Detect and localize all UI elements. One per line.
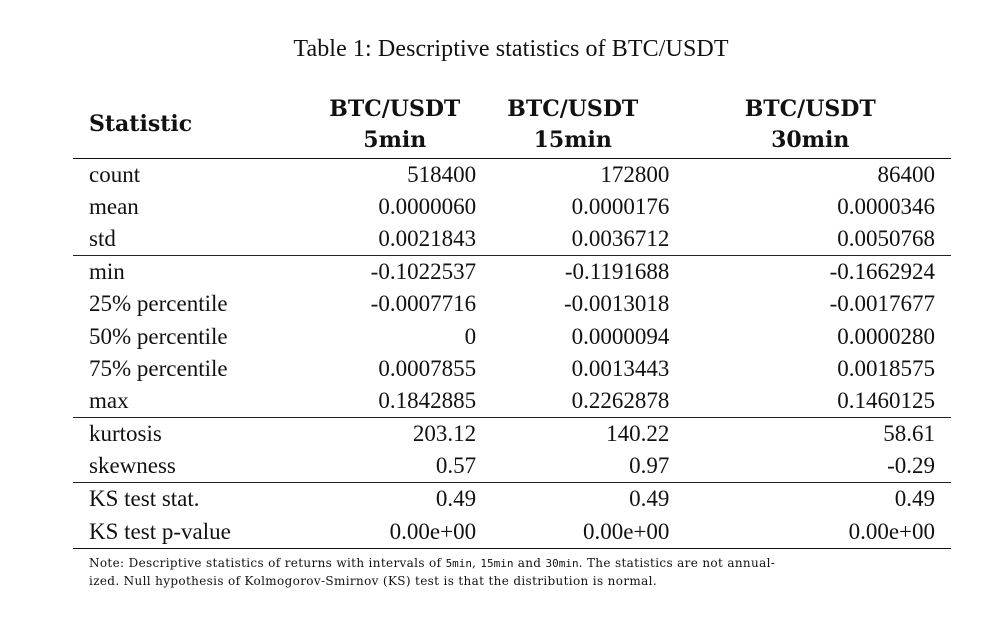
cell-15min: -0.1191688	[564, 259, 670, 285]
cell-30min: 0.0000280	[837, 323, 935, 349]
header-30min-interval: 30min	[771, 126, 850, 153]
cell-15min: 0.0036712	[476, 222, 670, 257]
row-label: 50% percentile	[89, 323, 228, 349]
header-statistic: Statistic	[73, 92, 314, 159]
cell-5min: 0.57	[313, 450, 477, 484]
cell-5min: 203.12	[412, 421, 477, 447]
table-header-row: Statistic BTC/USDT 5min BTC/USDT 15min B…	[73, 92, 951, 159]
note-interval-5min: 5min	[445, 557, 473, 570]
row-label: 75% percentile	[89, 355, 228, 381]
cell-5min: 0.00e+00	[313, 515, 477, 549]
note-line2: ized. Null hypothesis of Kolmogorov-Smir…	[89, 573, 657, 588]
cell-30min: -0.0017677	[829, 291, 935, 317]
cell-5min: -0.1022537	[370, 259, 477, 285]
row-label: kurtosis	[89, 421, 162, 447]
cell-15min: 0.0013443	[571, 355, 670, 381]
cell-5min: 0.0021843	[313, 222, 477, 257]
table-row: 50% percentile 0 0.0000094 0.0000280	[73, 320, 951, 352]
cell-30min: 58.61	[883, 421, 935, 447]
header-15min-pair: BTC/USDT	[507, 95, 639, 122]
cell-5min: 518400	[407, 161, 477, 187]
row-label: mean	[89, 193, 139, 219]
header-5min-pair: BTC/USDT	[329, 95, 461, 122]
header-15min: BTC/USDT 15min	[476, 92, 670, 159]
cell-30min: -0.1662924	[829, 259, 935, 285]
row-label: skewness	[73, 450, 314, 484]
cell-30min: 0.1460125	[669, 384, 951, 418]
cell-5min: 0.1842885	[313, 384, 477, 418]
note-suffix-line1: . The statistics are not annual-	[578, 556, 776, 570]
descriptive-statistics-table: Statistic BTC/USDT 5min BTC/USDT 15min B…	[73, 92, 951, 549]
table-row: kurtosis 203.12 140.22 58.61	[73, 418, 951, 451]
table-row: KS test p-value 0.00e+00 0.00e+00 0.00e+…	[73, 515, 951, 549]
header-statistic-label: Statistic	[89, 111, 193, 138]
table-row: std 0.0021843 0.0036712 0.0050768	[73, 222, 951, 257]
cell-30min: -0.29	[669, 450, 951, 484]
row-label: KS test stat.	[89, 486, 200, 512]
cell-15min: 0.2262878	[476, 384, 670, 418]
cell-30min: 0.49	[894, 486, 935, 512]
table-row: skewness 0.57 0.97 -0.29	[73, 450, 951, 484]
cell-30min: 0.00e+00	[669, 515, 951, 549]
table-row: mean 0.0000060 0.0000176 0.0000346	[73, 191, 951, 223]
note-sep1: ,	[472, 556, 481, 570]
header-30min-pair: BTC/USDT	[744, 95, 876, 122]
table-note: Note: Descriptive statistics of returns …	[89, 555, 939, 589]
cell-15min: 172800	[600, 161, 670, 187]
row-label: 25% percentile	[89, 291, 228, 317]
cell-15min: 0.0000176	[571, 193, 670, 219]
table-row: KS test stat. 0.49 0.49 0.49	[73, 483, 951, 516]
cell-5min: 0.49	[435, 486, 477, 512]
header-30min: BTC/USDT 30min	[669, 92, 951, 159]
header-5min: BTC/USDT 5min	[313, 92, 477, 159]
row-label: std	[73, 222, 314, 257]
cell-5min: -0.0007716	[370, 291, 477, 317]
row-label: KS test p-value	[73, 515, 314, 549]
table-caption: Table 1: Descriptive statistics of BTC/U…	[293, 36, 729, 62]
note-prefix: Note: Descriptive statistics of returns …	[89, 556, 446, 570]
cell-15min: 0.49	[629, 486, 670, 512]
note-interval-30min: 30min	[545, 557, 579, 570]
header-15min-interval: 15min	[533, 126, 612, 153]
cell-15min: 0.0000094	[571, 323, 670, 349]
note-sep2: and	[513, 556, 546, 570]
statistics-table-container: Statistic BTC/USDT 5min BTC/USDT 15min B…	[73, 92, 951, 549]
cell-5min: 0	[464, 323, 477, 349]
table-row: 75% percentile 0.0007855 0.0013443 0.001…	[73, 353, 951, 385]
cell-5min: 0.0007855	[378, 355, 477, 381]
table-row: max 0.1842885 0.2262878 0.1460125	[73, 384, 951, 418]
table-row: count 518400 172800 86400	[73, 158, 951, 191]
row-label: count	[89, 161, 141, 187]
cell-30min: 86400	[877, 161, 936, 187]
table-row: min -0.1022537 -0.1191688 -0.1662924	[73, 256, 951, 289]
cell-30min: 0.0018575	[837, 355, 935, 381]
header-5min-interval: 5min	[363, 126, 427, 153]
cell-30min: 0.0000346	[837, 193, 935, 219]
cell-15min: 0.00e+00	[476, 515, 670, 549]
row-label: min	[89, 259, 125, 285]
note-interval-15min: 15min	[480, 557, 514, 570]
cell-5min: 0.0000060	[378, 193, 477, 219]
row-label: max	[73, 384, 314, 418]
table-row: 25% percentile -0.0007716 -0.0013018 -0.…	[73, 288, 951, 320]
cell-30min: 0.0050768	[669, 222, 951, 257]
cell-15min: 140.22	[606, 421, 670, 447]
cell-15min: -0.0013018	[564, 291, 670, 317]
cell-15min: 0.97	[476, 450, 670, 484]
